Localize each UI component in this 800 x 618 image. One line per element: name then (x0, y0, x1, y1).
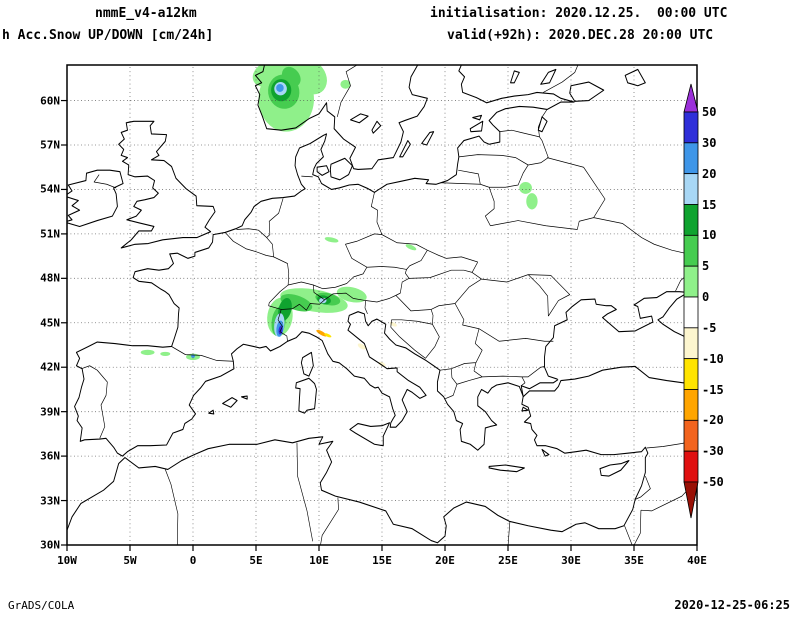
colorbar-segment-15-20 (683, 173, 699, 205)
snow-region (526, 193, 538, 210)
lat-label-54N: 54N (40, 182, 60, 196)
init-time: initialisation: 2020.12.25. 00:00 UTC (430, 6, 728, 21)
plot-area: 30N 33N 36N 39N 42N 45N 48N 51N 54N 57N 60N 10W 5W 0 5… (40, 55, 730, 570)
coastline-britain (118, 120, 216, 249)
axis-ticks (61, 99, 698, 551)
colorbar-segment--10--5 (683, 327, 699, 360)
lon-label-10E: 10E (309, 554, 329, 567)
snow-region (405, 244, 417, 251)
colorbar-arrow-top (683, 83, 699, 113)
lat-label-36N: 36N (40, 449, 60, 463)
colorbar-label-15: 15 (702, 197, 717, 212)
coastline-mediterranean-islands (208, 351, 630, 477)
coastline-europe-main (74, 65, 575, 457)
colorbar-arrow-bottom (683, 481, 699, 519)
colorbar-segment-30-50 (683, 111, 699, 144)
product-title: h Acc.Snow UP/DOWN [cm/24h] (2, 28, 214, 43)
colorbar-label--50: -50 (702, 475, 724, 489)
colorbar-label-30: 30 (702, 135, 717, 150)
colorbar-label--30: -30 (702, 444, 724, 459)
coastline-thrace (520, 379, 559, 397)
colorbar-label-0: 0 (702, 290, 710, 304)
coastline-baltic-islands (399, 114, 484, 158)
lon-label-5W: 5W (123, 554, 137, 567)
grads-credit: GrADS/COLA (8, 599, 75, 612)
plot-timestamp: 2020-12-25-06:25 (674, 598, 790, 612)
snow-region (378, 361, 386, 367)
snow-region (140, 349, 155, 356)
colorbar-label-20: 20 (702, 166, 717, 181)
colorbar-segment--15--10 (683, 358, 699, 390)
coastline-africa-levant (67, 365, 697, 544)
colorbar-labels: 50 30 20 15 10 5 0 -5 -10 -15 -20 -30 -50 (702, 80, 742, 530)
lat-label-30N: 30N (40, 538, 60, 552)
snow-region (336, 286, 367, 303)
country-borders-east (440, 65, 695, 317)
lat-label-48N: 48N (40, 271, 60, 285)
snow-region (340, 79, 351, 89)
lon-label-40E: 40E (687, 554, 707, 567)
colorbar-label--20: -20 (702, 413, 724, 428)
snow-region (389, 321, 397, 327)
lat-label-57N: 57N (40, 138, 60, 152)
lat-label-39N: 39N (40, 405, 60, 419)
colorbar-label--15: -15 (702, 382, 724, 397)
coastline-danish-islands (316, 157, 353, 181)
lakes (350, 68, 646, 134)
lon-label-30E: 30E (561, 554, 581, 567)
country-borders-central (313, 192, 482, 315)
lat-label-45N: 45N (40, 316, 60, 330)
country-borders-balkans (390, 278, 554, 400)
colorbar-segment-0-5 (683, 265, 699, 298)
colorbar-label--10: -10 (702, 351, 724, 366)
lon-label-5E: 5E (249, 554, 263, 567)
colorbar-segment-10-15 (683, 204, 699, 236)
snow-region (319, 297, 327, 304)
colorbar-segment--5-0 (683, 296, 699, 329)
europe-map (61, 64, 698, 551)
colorbar-segment-5-10 (683, 234, 699, 267)
lat-label-60N: 60N (40, 94, 60, 108)
colorbar-segment--20--15 (683, 389, 699, 421)
snow-region (160, 351, 171, 356)
snow-region (276, 83, 284, 92)
lon-label-25E: 25E (498, 554, 518, 567)
lon-label-15E: 15E (372, 554, 392, 567)
country-borders-scandinavia (336, 65, 358, 117)
coastline-scandinavia (254, 65, 428, 170)
lon-label-20E: 20E (435, 554, 455, 567)
lon-label-0: 0 (189, 554, 197, 567)
lon-label-10W: 10W (57, 554, 77, 567)
colorbar-label-50: 50 (702, 105, 717, 119)
valid-time: valid(+92h): 2020.DEC.28 20:00 UTC (447, 28, 714, 43)
colorbar-segment-20-30 (683, 142, 699, 175)
lat-label-51N: 51N (40, 227, 60, 241)
coastline-black-sea (544, 291, 697, 380)
snow-region (357, 343, 366, 350)
country-borders-mideast-africa (164, 439, 697, 545)
coastline-ireland (67, 169, 124, 228)
lat-label-33N: 33N (40, 494, 60, 508)
model-title: nmmE_v4-a12km (95, 6, 197, 21)
colorbar-label-5: 5 (702, 259, 710, 274)
colorbar-label--5: -5 (702, 320, 717, 335)
lon-label-35E: 35E (624, 554, 644, 567)
colorbar-segment--30--20 (683, 419, 699, 452)
snow-region (316, 329, 327, 337)
snow-shading (140, 65, 538, 367)
snow-region (519, 182, 532, 194)
lat-label-42N: 42N (40, 360, 60, 374)
colorbar (683, 83, 699, 519)
colorbar-segment--50--30 (683, 450, 699, 483)
snow-region (324, 333, 332, 338)
colorbar-label-10: 10 (702, 228, 717, 243)
snow-region (324, 237, 339, 243)
